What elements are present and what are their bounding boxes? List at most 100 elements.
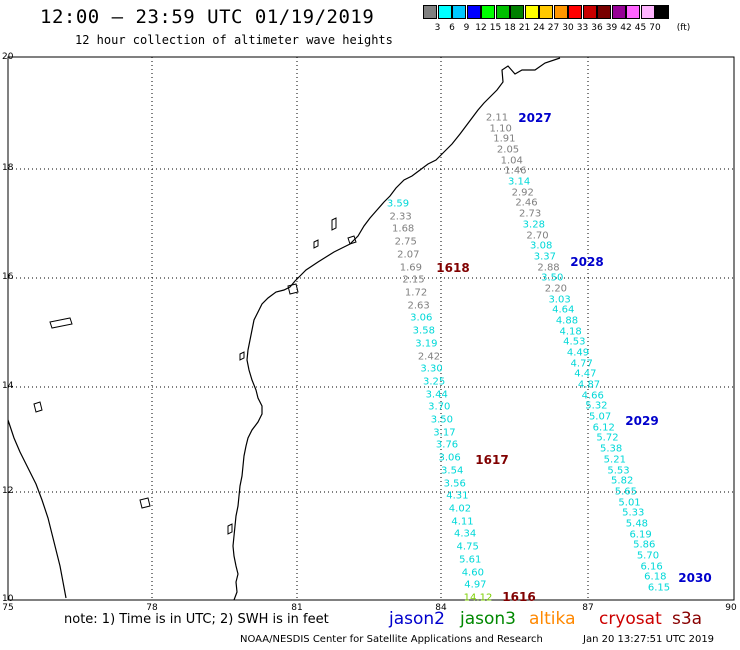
legend-color-box [568,5,582,19]
satellite-altika: altika [529,609,576,629]
sri-lanka-coast [7,419,67,599]
lon-label: 81 [291,603,303,613]
wave-height-value: 5.70 [636,550,660,562]
legend-color-box [495,5,510,19]
lat-label: 10 [2,594,14,604]
island [33,401,43,413]
wave-height-value: 2.07 [397,249,420,261]
wave-height-value: 6.16 [640,561,663,573]
wave-height-value: 1.72 [404,287,428,299]
satellite-s3a: s3a [672,609,703,629]
legend-tick-label: 21 [518,23,531,33]
island [313,239,319,249]
track-label: 1616 [502,590,536,604]
wave-height-value: 4.53 [563,336,586,348]
coastline [232,57,561,601]
island [139,497,151,509]
wave-height-value: 4.31 [446,490,469,502]
wave-height-value: 5.82 [611,475,634,487]
legend-color-box [524,5,539,19]
wave-height-value: 2.05 [496,144,520,156]
legend-color-box [553,5,568,19]
island [331,217,337,231]
wave-height-value: 4.60 [461,567,484,579]
wave-height-value: 1.69 [399,262,423,274]
map-frame [7,56,735,601]
legend-tick-label: 15 [489,23,502,33]
legend-color-box [655,5,669,19]
lon-label: 90 [725,603,737,613]
lat-label: 14 [2,381,14,391]
wave-height-value: 6.15 [647,582,671,594]
lon-label: 78 [146,603,158,613]
graticule [8,57,734,600]
island [347,235,357,245]
wave-height-value: 3.30 [420,363,443,375]
wave-height-value: 3.08 [530,240,553,252]
legend-tick-label: 42 [620,23,632,33]
wave-height-value: 2.73 [518,208,542,220]
legend-color-box [626,5,640,19]
wave-height-value: 4.66 [581,390,604,402]
footer-note: note: 1) Time is in UTC; 2) SWH is in fe… [64,612,329,627]
wave-height-value: 3.50 [430,414,453,426]
wave-height-value: 2.88 [537,262,560,274]
legend-color-box [582,5,597,19]
legend-color-box [510,5,524,19]
wave-height-value: 1.10 [489,123,512,135]
wave-height-value: 6.12 [592,422,615,434]
wave-height-value: 1.46 [504,165,527,177]
wave-height-value: 2.42 [417,351,441,363]
wave-height-value: 1.68 [392,223,415,235]
wave-height-value: 5.07 [588,411,612,423]
wave-height-value: 3.14 [507,176,531,188]
legend-unit-label: (ft) [676,23,691,33]
legend-tick-label: 36 [591,23,603,33]
wave-height-value: 3.28 [522,219,545,231]
wave-height-value: 5.48 [625,518,649,530]
wave-height-value: 5.61 [459,554,482,566]
wave-height-value: 3.76 [435,439,459,451]
wave-height-value: 3.54 [441,465,464,477]
wave-height-value: 3.03 [548,294,571,306]
satellite-jason2: jason2 [389,609,445,629]
wave-height-value: 3.06 [438,452,461,464]
wave-height-value: 4.02 [448,503,472,515]
wave-height-value: 3.50 [541,272,564,284]
wave-height-value: 4.64 [552,304,575,316]
island [239,351,245,361]
lat-label: 16 [2,272,14,282]
lat-label: 18 [2,163,14,173]
wave-height-value: 3.56 [443,478,466,490]
wave-height-value: 5.33 [622,507,645,519]
page-title: 12:00 – 23:59 UTC 01/19/2019 [40,6,375,28]
wave-height-value: 1.91 [493,133,516,145]
wave-height-value: 14.12 [463,592,493,604]
wave-height-value: 4.88 [555,315,579,327]
satellite-jason3: jason3 [460,609,516,629]
wave-height-value: 3.37 [533,251,556,263]
wave-height-value: 4.97 [464,579,487,591]
island [49,317,73,329]
generated-timestamp: Jan 20 13:27:51 UTC 2019 [583,634,715,645]
wave-height-value: 4.87 [577,379,601,391]
legend-color-box [481,5,495,19]
wave-height-value: 5.32 [585,400,608,412]
wave-height-value: 3.70 [428,401,451,413]
legend-tick-label: 24 [533,23,545,33]
track-label: 2028 [570,255,604,269]
legend-color-box [423,5,437,19]
wave-height-value: 5.72 [596,432,619,444]
legend-tick-label: 39 [605,23,618,33]
wave-height-value: 4.47 [574,368,597,380]
legend-color-box [437,5,452,19]
legend-color-box [466,5,481,19]
island [287,283,299,295]
legend-tick-label: 27 [547,23,560,33]
legend-tick-label: 6 [449,23,455,33]
lon-label: 87 [582,603,594,613]
track-label: 2030 [678,571,712,585]
lon-label: 84 [435,603,447,613]
legend-tick-label: 45 [634,23,647,33]
